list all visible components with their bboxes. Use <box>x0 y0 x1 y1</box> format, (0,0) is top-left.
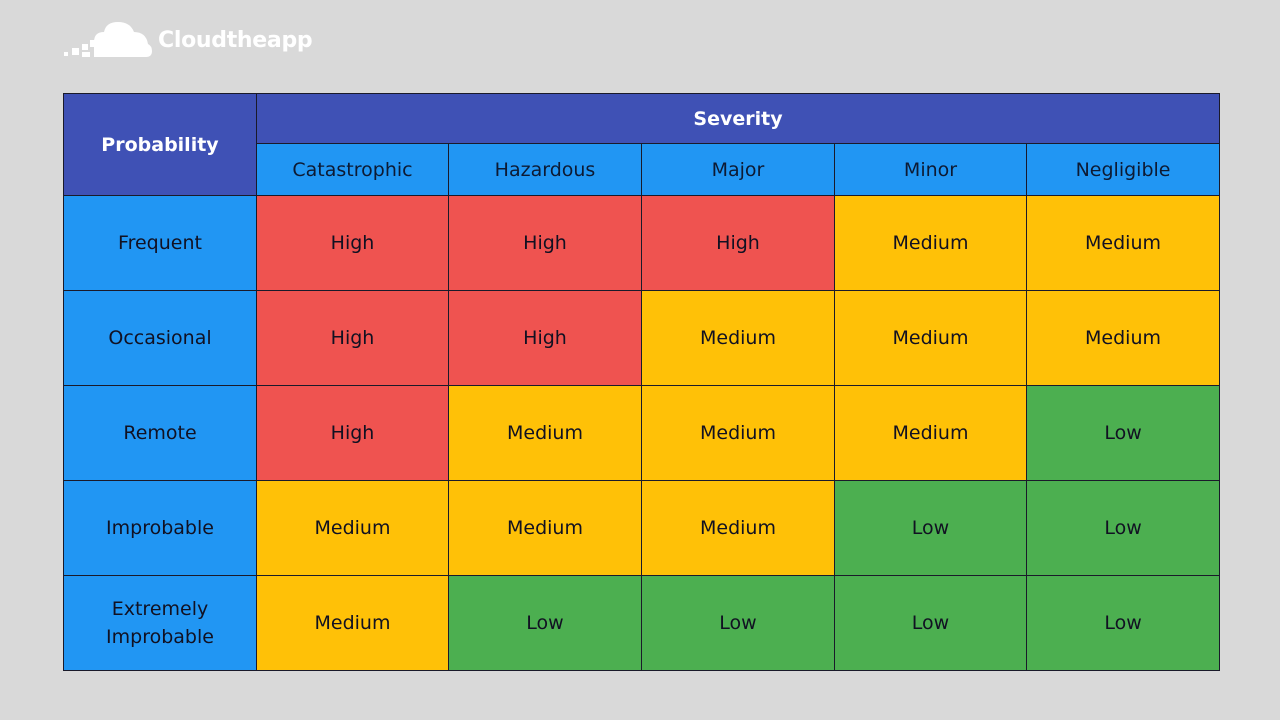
risk-cell: Medium <box>641 290 835 386</box>
risk-cell: Low <box>1025 480 1221 576</box>
risk-cell: High <box>256 385 449 481</box>
brand-logo: Cloudtheapp <box>62 18 313 62</box>
risk-cell: Medium <box>834 290 1027 386</box>
row-header: Remote <box>63 385 257 481</box>
risk-cell: Low <box>641 575 835 671</box>
row-header: Improbable <box>63 480 257 576</box>
risk-matrix: Probability Severity Catastrophic Hazard… <box>63 93 1221 671</box>
risk-cell: Medium <box>1025 290 1221 386</box>
risk-cell: Medium <box>641 480 835 576</box>
matrix-row: Remote High Medium Medium Medium Low <box>63 385 1221 481</box>
risk-cell: Low <box>1025 385 1221 481</box>
risk-cell: High <box>641 195 835 291</box>
risk-cell: Medium <box>448 385 642 481</box>
column-header-negligible: Negligible <box>1025 143 1221 196</box>
row-header: Occasional <box>63 290 257 386</box>
risk-cell: High <box>448 195 642 291</box>
risk-cell: Low <box>834 575 1027 671</box>
risk-cell: Medium <box>834 385 1027 481</box>
matrix-row: Improbable Medium Medium Medium Low Low <box>63 480 1221 576</box>
risk-cell: Medium <box>641 385 835 481</box>
logo-text: Cloudtheapp <box>158 27 313 53</box>
risk-cell: Low <box>1025 575 1221 671</box>
row-header: Frequent <box>63 195 257 291</box>
risk-cell: High <box>256 195 449 291</box>
risk-cell: Medium <box>256 480 449 576</box>
risk-cell: Low <box>834 480 1027 576</box>
cloud-icon <box>64 22 152 57</box>
column-header-minor: Minor <box>834 143 1027 196</box>
column-header-major: Major <box>641 143 835 196</box>
row-header: Extremely Improbable <box>63 575 257 671</box>
risk-cell: Medium <box>448 480 642 576</box>
risk-cell: Medium <box>834 195 1027 291</box>
risk-cell: High <box>448 290 642 386</box>
risk-cell: Medium <box>1025 195 1221 291</box>
severity-header: Severity <box>255 93 1221 144</box>
risk-cell: Low <box>448 575 642 671</box>
risk-cell: High <box>256 290 449 386</box>
column-header-catastrophic: Catastrophic <box>256 143 449 196</box>
matrix-row: Frequent High High High Medium Medium <box>63 195 1221 291</box>
matrix-row: Occasional High High Medium Medium Mediu… <box>63 290 1221 386</box>
probability-header: Probability <box>63 93 257 196</box>
column-header-hazardous: Hazardous <box>448 143 642 196</box>
risk-cell: Medium <box>256 575 449 671</box>
matrix-row: Extremely Improbable Medium Low Low Low … <box>63 575 1221 671</box>
